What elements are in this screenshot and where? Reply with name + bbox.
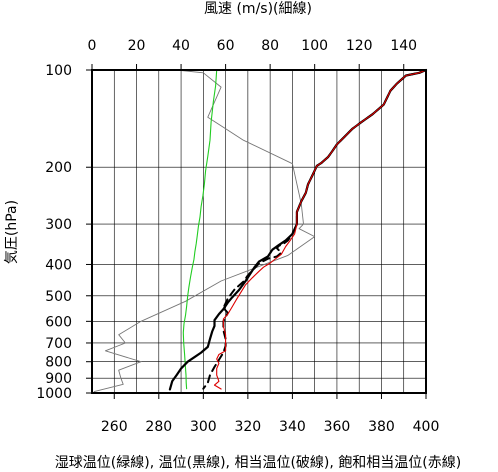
y-tick-label: 100 — [45, 63, 72, 79]
y-tick-label: 500 — [45, 289, 72, 305]
bottom-tick-label: 300 — [190, 419, 217, 435]
top-tick-label: 120 — [346, 38, 373, 54]
series-group — [93, 68, 428, 393]
bottom-tick-label: 340 — [279, 419, 306, 435]
top-tick-label: 140 — [390, 38, 417, 54]
series-line-wet-bulb — [182, 69, 218, 390]
bottom-tick-label: 320 — [234, 419, 261, 435]
top-tick-label: 80 — [261, 38, 279, 54]
y-tick-label: 600 — [45, 314, 72, 330]
y-tick-label: 200 — [45, 160, 72, 176]
y-tick-label: 800 — [45, 355, 72, 371]
y-tick-label: 900 — [45, 371, 72, 387]
y-tick-label: 1000 — [36, 386, 72, 402]
bottom-axis-ticks: 260 280 300 320 340 360 380 400 — [101, 393, 439, 435]
series-line-saturated — [213, 69, 427, 390]
bottom-tick-label: 360 — [324, 419, 351, 435]
bottom-tick-label: 400 — [413, 419, 440, 435]
series-line-wind — [93, 69, 316, 393]
top-tick-label: 100 — [301, 38, 328, 54]
plot-frame — [91, 69, 427, 394]
grid-lines — [91, 69, 427, 394]
top-axis-title: 風速 (m/s)(細線) — [204, 1, 312, 17]
top-axis-ticks: 0 20 40 60 80 100 120 140 — [88, 38, 417, 70]
bottom-tick-label: 280 — [145, 419, 172, 435]
y-tick-label: 300 — [45, 217, 72, 233]
y-tick-label: 400 — [45, 257, 72, 273]
top-tick-label: 40 — [172, 38, 190, 54]
series-line-equivalent — [202, 69, 427, 390]
top-tick-label: 20 — [128, 38, 146, 54]
bottom-axis-title: 湿球温位(緑線), 温位(黒線), 相当温位(破線), 飽和相当温位(赤線) — [55, 454, 461, 471]
top-tick-label: 0 — [88, 38, 97, 54]
y-tick-label: 700 — [45, 336, 72, 352]
y-axis-title: 気圧(hPa) — [4, 200, 20, 264]
bottom-tick-label: 260 — [101, 419, 128, 435]
bottom-tick-label: 380 — [368, 419, 395, 435]
top-tick-label: 60 — [217, 38, 235, 54]
